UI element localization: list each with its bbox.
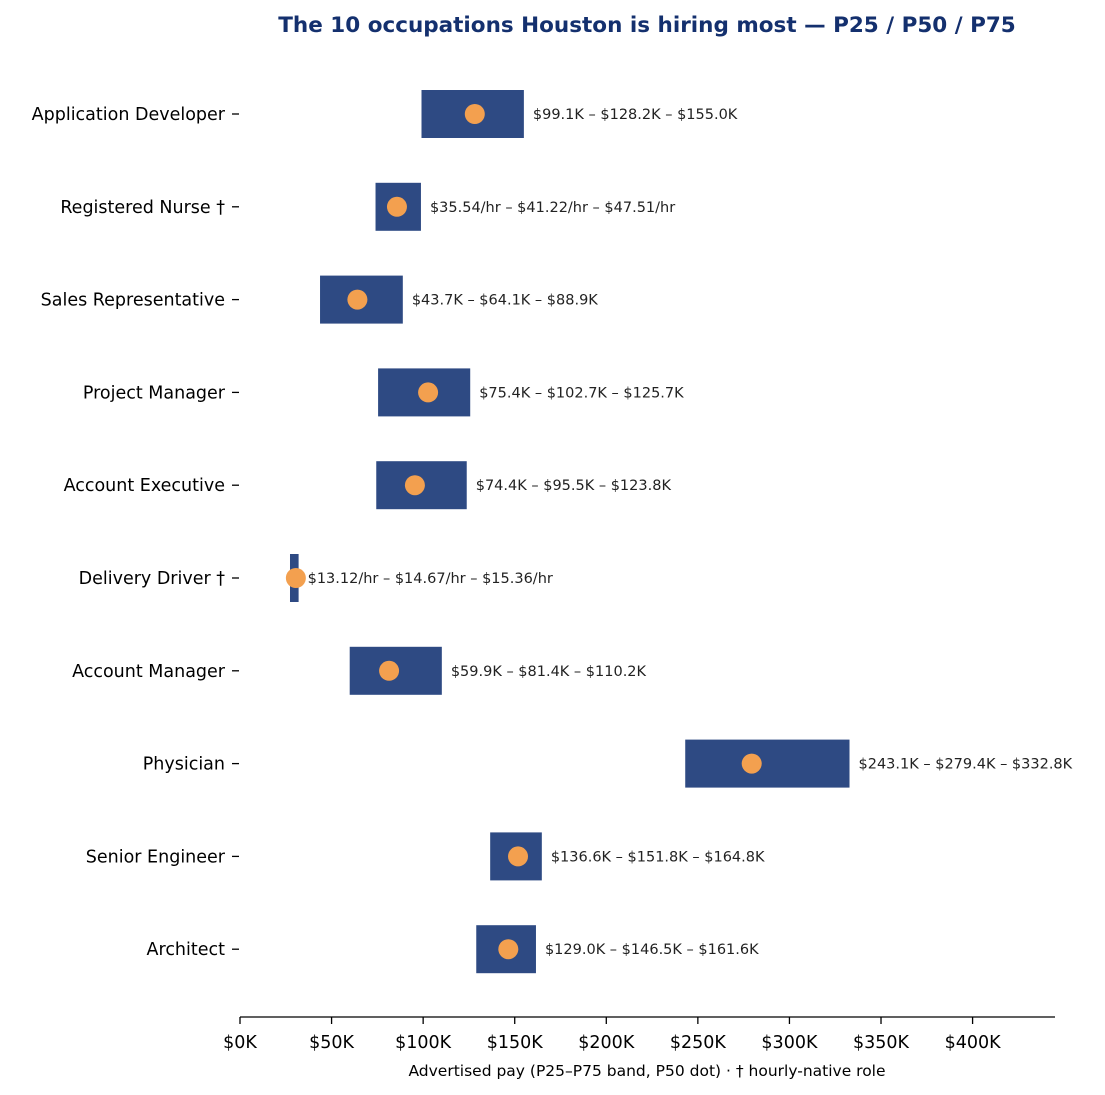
category-label: Physician <box>143 755 225 775</box>
category-label: Delivery Driver † <box>79 569 226 589</box>
x-tick-label: $250K <box>670 1033 727 1053</box>
band-value-label: $43.7K – $64.1K – $88.9K <box>412 293 598 309</box>
band-value-label: $99.1K – $128.2K – $155.0K <box>533 107 738 123</box>
category-label: Account Manager <box>72 662 226 682</box>
category-labels: Application Developer Registered Nurse † S… <box>32 105 239 960</box>
band-value-label: $74.4K – $95.5K – $123.8K <box>476 478 672 494</box>
iqr-band <box>685 739 850 788</box>
band-value-label: $59.9K – $81.4K – $110.2K <box>451 664 647 680</box>
band-value-label: $75.4K – $102.7K – $125.7K <box>479 385 684 401</box>
bands-layer <box>285 90 850 974</box>
band-value-label: $243.1K – $279.4K – $332.8K <box>859 757 1073 773</box>
median-dot <box>285 568 306 588</box>
category-label: Architect <box>147 940 226 960</box>
x-tick-label: $100K <box>395 1033 452 1053</box>
x-tick-label: $400K <box>945 1033 1002 1053</box>
band-value-label: $35.54/hr – $41.22/hr – $47.51/hr <box>430 200 675 216</box>
median-dot <box>498 939 519 960</box>
x-tick-label: $350K <box>853 1033 910 1053</box>
x-tick-label: $200K <box>578 1033 635 1053</box>
x-tick-label: $300K <box>761 1033 818 1053</box>
band-value-label: $13.12/hr – $14.67/hr – $15.36/hr <box>308 571 553 587</box>
band-value-label: $129.0K – $146.5K – $161.6K <box>545 942 759 958</box>
x-tick-label: $50K <box>309 1033 354 1053</box>
band-value-label: $136.6K – $151.8K – $164.8K <box>551 849 765 865</box>
data-labels-layer: $99.1K – $128.2K – $155.0K $35.54/hr – $4… <box>308 107 1073 958</box>
median-dot <box>741 753 762 774</box>
x-tick-label: $150K <box>487 1033 544 1053</box>
median-dot <box>379 660 400 681</box>
median-dot <box>404 475 425 496</box>
x-tick-label: $0K <box>223 1033 257 1053</box>
category-label: Project Manager <box>83 383 226 403</box>
category-label: Registered Nurse † <box>60 198 225 218</box>
median-dot <box>508 846 529 867</box>
category-label: Application Developer <box>32 105 226 125</box>
median-dot <box>418 382 439 403</box>
median-dot <box>386 196 407 217</box>
x-axis: $0K $50K $100K $150K $200K $250K $300K $350K $40… <box>223 1016 1055 1053</box>
category-label: Sales Representative <box>41 291 225 311</box>
chart-title: The 10 occupations Houston is hiring mos… <box>278 13 1016 38</box>
category-label: Senior Engineer <box>86 847 226 867</box>
median-dot <box>464 104 485 124</box>
median-dot <box>347 289 368 310</box>
category-label: Account Executive <box>64 476 225 496</box>
x-axis-label: Advertised pay (P25–P75 band, P50 dot) ·… <box>408 1062 885 1080</box>
